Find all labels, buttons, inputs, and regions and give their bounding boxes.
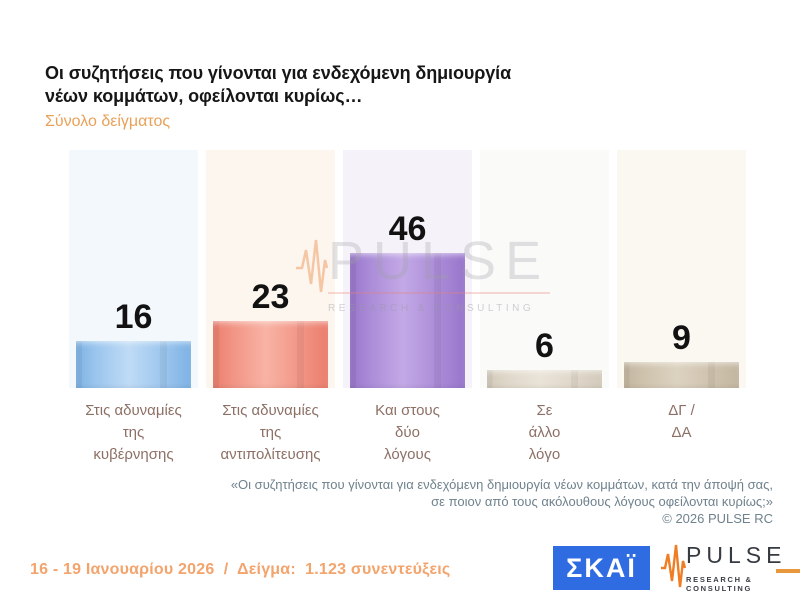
category-label: Στις αδυναμίες της αντιπολίτευσης: [220, 402, 321, 463]
pulse-logo-text: PULSE: [686, 542, 787, 568]
pulse-waveform-icon: [660, 541, 687, 596]
chart-column: 23 Στις αδυναμίες της αντιπολίτευσης: [206, 150, 335, 463]
skai-logo: ΣΚΑΪ: [553, 546, 650, 590]
category-label: ΔΓ / ΔΑ: [668, 402, 695, 441]
chart-column: 6 Σε άλλο λόγο: [480, 150, 609, 463]
bar-value-label: 16: [114, 298, 153, 336]
pulse-logo-subtext: RESEARCH & CONSULTING: [686, 575, 753, 593]
survey-date-sample-info: 16 - 19 Ιανουαρίου 2026 / Δείγμα: 1.123 …: [30, 561, 451, 578]
chart-column: 9 ΔΓ / ΔΑ: [617, 150, 746, 441]
bar-value-label: 9: [672, 319, 691, 357]
category-label: Στις αδυναμίες της κυβέρνησης: [85, 402, 182, 463]
footnote-line-1: «Οι συζητήσεις που γίνονται για ενδεχόμε…: [230, 477, 773, 492]
footnote-line-2: σε ποιον από τους ακόλουθους λόγους οφεί…: [431, 494, 773, 510]
bar-value-label: 46: [388, 210, 427, 248]
title-line-2: νέων κομμάτων, οφείλονται κυρίως…: [45, 86, 363, 107]
chart-column: 16 Στις αδυναμίες της κυβέρνησης: [69, 150, 198, 463]
category-label: Σε άλλο λόγο: [528, 402, 561, 463]
skai-logo-text: ΣΚΑΪ: [566, 552, 637, 583]
bar-chart: 16 Στις αδυναμίες της κυβέρνησης 23 Στις αδ…: [69, 150, 746, 463]
bar: [76, 341, 191, 388]
copyright-line: © 2026 PULSE RC: [662, 511, 773, 527]
title-line-1: Οι συζητήσεις που γίνονται για ενδεχόμεν…: [45, 63, 512, 83]
chart-column: 46 Και στους δύο λόγους: [343, 150, 472, 463]
bar: [350, 253, 465, 388]
category-label: Και στους δύο λόγους: [375, 402, 440, 463]
bar: [624, 362, 739, 388]
pulse-logo-rule: [686, 569, 800, 573]
question-footnote: «Οι συζητήσεις που γίνονται για ενδεχόμε…: [231, 476, 773, 527]
bar: [213, 321, 328, 388]
page-title: Οι συζητήσεις που γίνονται για ενδεχόμεν…: [45, 62, 511, 108]
sample-subtitle: Σύνολο δείγματος: [45, 113, 171, 130]
bar-value-label: 6: [535, 327, 554, 365]
pulse-logo-text-block: PULSE RESEARCH & CONSULTING: [686, 544, 800, 593]
bar-value-label: 23: [251, 278, 290, 316]
pulse-logo-orange-chip: [776, 569, 800, 573]
pulse-logo: PULSE RESEARCH & CONSULTING: [660, 541, 800, 596]
bar: [487, 370, 602, 388]
